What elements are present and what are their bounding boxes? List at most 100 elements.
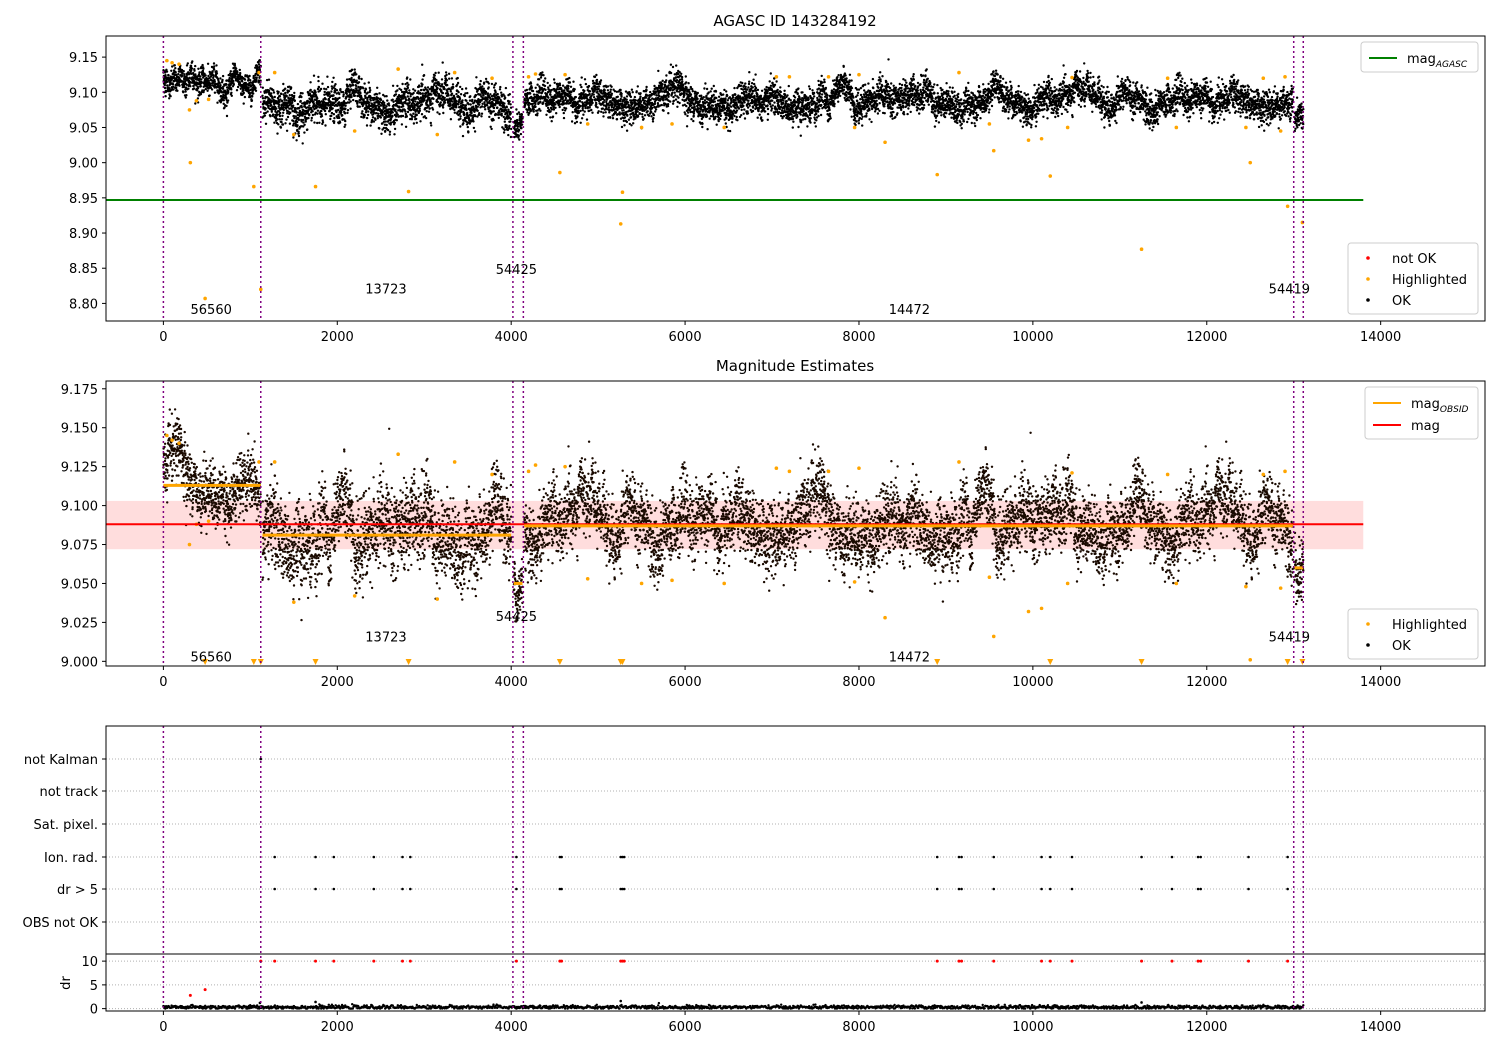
agasc-ok-point — [169, 95, 172, 98]
agasc-ok-point — [430, 93, 433, 96]
agasc-ok-point — [183, 73, 186, 76]
agasc-ok-point — [285, 129, 289, 132]
agasc-ok-point — [296, 124, 299, 127]
agasc-ok-point — [355, 84, 358, 88]
agasc-ok-point — [277, 90, 280, 94]
agasc-ok-point — [607, 106, 610, 109]
agasc-ok-point — [764, 110, 767, 113]
agasc-ok-point — [539, 101, 542, 104]
agasc-ok-point — [461, 101, 464, 104]
agasc-ok-point — [219, 77, 222, 80]
agasc-ok-point — [312, 74, 316, 77]
agasc-ok-point — [316, 112, 319, 115]
agasc-ok-point — [257, 79, 261, 82]
agasc-ok-point — [303, 131, 306, 134]
agasc-ok-point — [675, 79, 679, 82]
agasc-ok-point — [332, 94, 335, 97]
agasc-ok-point — [554, 103, 557, 106]
agasc-ok-point — [606, 89, 610, 92]
agasc-ok-point — [267, 78, 271, 81]
agasc-ok-point — [285, 118, 288, 121]
agasc-ok-point — [680, 72, 683, 76]
agasc-ok-point — [459, 117, 462, 120]
agasc-ok-point — [703, 99, 707, 102]
agasc-ok-point — [620, 125, 624, 129]
agasc-ok-point — [185, 83, 188, 87]
agasc-ok-point — [758, 113, 761, 116]
agasc-ok-point — [361, 110, 364, 113]
agasc-ok-point — [647, 114, 651, 118]
agasc-ok-point — [395, 119, 398, 122]
agasc-ok-point — [405, 99, 408, 102]
agasc-ok-point — [701, 125, 704, 129]
agasc-ok-point — [450, 77, 454, 80]
agasc-ok-point — [292, 104, 295, 107]
agasc-ok-point — [212, 62, 216, 65]
agasc-ok-point — [693, 105, 696, 109]
agasc-ok-point — [293, 94, 296, 98]
agasc-ok-point — [179, 67, 182, 71]
agasc-ok-point — [741, 81, 744, 85]
agasc-ok-point — [519, 132, 523, 136]
agasc-ok-point — [673, 91, 676, 94]
agasc-ok-point — [252, 92, 255, 95]
agasc-ok-point — [698, 110, 702, 113]
agasc-ok-point — [297, 116, 300, 120]
agasc-ok-point — [230, 94, 233, 98]
agasc-ok-point — [332, 113, 336, 116]
agasc-ok-point — [639, 100, 643, 104]
agasc-ok-point — [671, 65, 675, 69]
agasc-ok-point — [270, 110, 273, 113]
agasc-ok-point — [542, 74, 545, 77]
agasc-ok-point — [518, 138, 521, 141]
agasc-ok-point — [478, 83, 482, 86]
agasc-ok-point — [740, 114, 743, 117]
agasc-ok-point — [576, 115, 579, 118]
agasc-ok-point — [326, 85, 330, 89]
agasc-ok-point — [672, 82, 675, 85]
agasc-ok-point — [261, 97, 265, 100]
agasc-ok-point — [751, 98, 754, 102]
agasc-ok-point — [256, 67, 259, 70]
agasc-ok-point — [273, 121, 276, 124]
agasc-ok-point — [216, 101, 219, 104]
agasc-ok-point — [432, 97, 435, 101]
agasc-ok-point — [555, 112, 558, 115]
agasc-ok-point — [427, 110, 431, 113]
agasc-ok-point — [292, 136, 295, 139]
agasc-ok-point — [766, 104, 769, 107]
agasc-ok-point — [531, 89, 535, 93]
agasc-ok-point — [746, 106, 750, 109]
agasc-ok-point — [394, 108, 397, 111]
agasc-ok-point — [759, 94, 763, 98]
agasc-ok-point — [189, 64, 193, 68]
agasc-ok-point — [358, 77, 361, 80]
agasc-ok-point — [532, 110, 535, 113]
agasc-ok-point — [295, 111, 298, 114]
agasc-ok-point — [753, 82, 756, 86]
agasc-ok-point — [296, 102, 300, 106]
agasc-ok-point — [469, 103, 472, 106]
agasc-ok-point — [176, 89, 179, 93]
agasc-ok-point — [684, 75, 687, 78]
agasc-ok-point — [644, 96, 648, 100]
agasc-ok-point — [639, 92, 642, 95]
agasc-ok-point — [731, 117, 734, 120]
agasc-ok-point — [458, 97, 462, 101]
agasc-ok-point — [451, 100, 454, 103]
agasc-ok-point — [544, 77, 547, 80]
agasc-ok-point — [350, 95, 353, 98]
agasc-ok-point — [209, 82, 212, 85]
agasc-ok-point — [451, 83, 455, 86]
agasc-ok-point — [548, 84, 552, 87]
agasc-ok-point — [579, 109, 582, 113]
agasc-ok-point — [450, 92, 454, 95]
agasc-ok-point — [677, 96, 680, 99]
agasc-ok-point — [227, 89, 230, 93]
agasc-ok-point — [742, 112, 745, 115]
agasc-ok-point — [371, 116, 375, 119]
agasc-ok-point — [503, 102, 506, 105]
agasc-ok-point — [536, 83, 539, 86]
agasc-ok-point — [259, 83, 262, 86]
agasc-ok-point — [725, 90, 728, 93]
